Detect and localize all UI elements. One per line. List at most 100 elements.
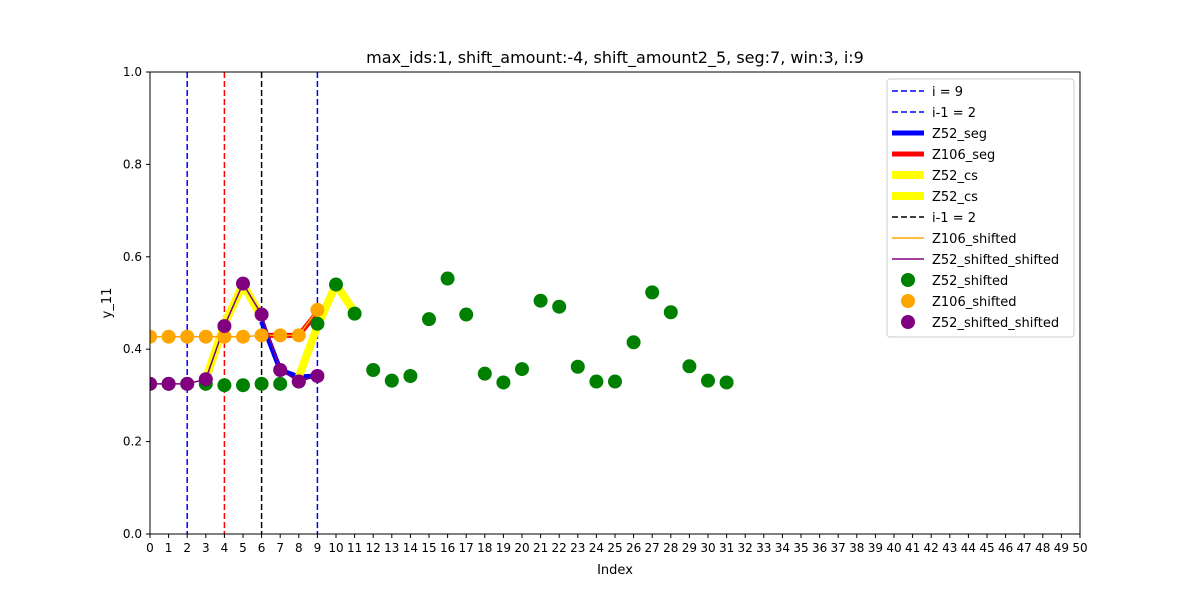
x-tick-label-31: 31 [719,541,734,555]
legend-label-11: Z52_shifted_shifted [932,316,1059,331]
legend-label-4: Z52_cs [932,169,978,184]
legend-label-2: Z52_seg [932,127,987,142]
x-tick-label-42: 42 [924,541,939,555]
point-z52-shifted-12 [366,362,381,377]
point-z52-shifted-shifted-5 [236,276,250,291]
point-z52-shifted-27 [645,285,660,300]
point-z52-shifted-31 [719,375,734,390]
point-z52-shifted-24 [589,374,604,389]
x-tick-label-11: 11 [347,541,362,555]
point-z52-shifted-21 [533,293,548,308]
point-z52-shifted-5 [236,378,250,393]
point-z52-shifted-shifted-4 [217,319,232,334]
x-tick-label-30: 30 [700,541,715,555]
x-tick-label-5: 5 [239,541,247,555]
x-tick-label-21: 21 [533,541,548,555]
point-z52-shifted-shifted-3 [198,372,213,387]
point-z52-shifted-11 [347,306,362,321]
legend-marker-10 [901,294,915,308]
y-axis-label: y_11 [100,288,115,319]
point-z52-shifted-22 [552,299,567,314]
x-tick-label-50: 50 [1072,541,1087,555]
data-layer [150,72,734,534]
y-tick-label-2: 0.4 [123,342,142,356]
point-z52-shifted-29 [682,359,697,374]
plot-area: 0 1 2 3 4 5 6 7 8 9 10 11 12 13 14 15 16 17 18 19 20 21 22 23 24… [123,65,1088,555]
x-tick-label-20: 20 [514,541,529,555]
x-tick-label-4: 4 [221,541,229,555]
x-axis-label: Index [597,563,633,578]
legend-box [886,78,1075,338]
x-tick-label-14: 14 [403,541,418,555]
x-tick-label-28: 28 [663,541,678,555]
line-z106-shifted-4 [150,309,319,338]
point-z52-shifted-18 [477,366,492,381]
point-z52-shifted-shifted-2 [180,376,195,391]
x-tick-label-45: 45 [979,541,994,555]
point-z52-shifted-shifted-1 [161,376,176,391]
point-z52-shifted-14 [403,368,418,383]
point-z106-shifted-4 [217,329,232,344]
x-tick-label-43: 43 [942,541,957,555]
x-tick-label-22: 22 [552,541,567,555]
point-z52-shifted-20 [515,362,529,377]
point-z52-shifted-23 [570,359,585,374]
x-tick-label-48: 48 [1035,541,1050,555]
x-tick-label-10: 10 [328,541,343,555]
legend-item-4: Z52_cs [892,169,978,184]
legend-item-0: i = 9 [892,85,963,100]
point-z52-shifted-25 [608,374,622,389]
y-tick-label-3: 0.6 [123,250,142,264]
point-z52-shifted-6 [254,376,269,391]
chart-title: max_ids:1, shift_amount:-4, shift_amount… [366,48,864,68]
y-tick-label-0: 0.0 [123,527,142,541]
x-tick-label-47: 47 [1017,541,1032,555]
legend-marker-11 [901,315,915,329]
legend-item-6: i-1 = 2 [892,211,976,226]
x-tick-label-38: 38 [849,541,864,555]
point-z52-shifted-7 [273,376,288,391]
point-z106-shifted-5 [236,329,250,344]
x-tick-label-0: 0 [146,541,154,555]
legend-label-7: Z106_shifted [932,232,1017,247]
point-z106-shifted-8 [291,328,306,343]
legend-item-8: Z52_shifted_shifted [892,253,1059,268]
y-tick-label-4: 0.8 [123,157,142,171]
x-tick-label-13: 13 [384,541,399,555]
series-z106-shifted [150,302,325,344]
legend-label-6: i-1 = 2 [932,211,976,226]
point-z52-shifted-28 [663,305,678,320]
point-z52-shifted-10 [329,277,343,292]
point-z106-shifted-6 [254,328,269,343]
x-tick-label-33: 33 [756,541,771,555]
x-tick-label-40: 40 [886,541,901,555]
point-z106-shifted-9 [310,302,325,317]
point-z52-shifted-15 [422,312,436,327]
x-tick-label-46: 46 [998,541,1013,555]
line-z106-seg-1 [261,310,320,338]
point-z106-shifted-0 [150,329,157,344]
legend: i = 9i-1 = 2Z52_segZ106_segZ52_csZ52_csi… [886,78,1075,338]
x-tick-label-36: 36 [812,541,827,555]
x-tick-label-27: 27 [645,541,660,555]
x-tick-label-2: 2 [183,541,191,555]
x-tick-label-29: 29 [682,541,697,555]
line-z52-cs-3 [295,280,358,379]
point-z52-shifted-19 [496,375,511,390]
x-tick-label-23: 23 [570,541,585,555]
x-tick-label-9: 9 [314,541,322,555]
legend-item-3: Z106_seg [892,148,995,163]
x-tick-label-1: 1 [165,541,173,555]
point-z106-shifted-3 [198,329,213,344]
y-tick-label-5: 1.0 [123,65,142,79]
x-tick-label-16: 16 [440,541,455,555]
x-tick-label-12: 12 [366,541,381,555]
x-tick-label-32: 32 [738,541,753,555]
legend-label-3: Z106_seg [932,148,995,163]
x-tick-label-49: 49 [1054,541,1069,555]
point-z52-shifted-16 [440,271,455,286]
x-tick-label-44: 44 [961,541,976,555]
x-tick-label-35: 35 [793,541,808,555]
x-tick-label-34: 34 [775,541,790,555]
